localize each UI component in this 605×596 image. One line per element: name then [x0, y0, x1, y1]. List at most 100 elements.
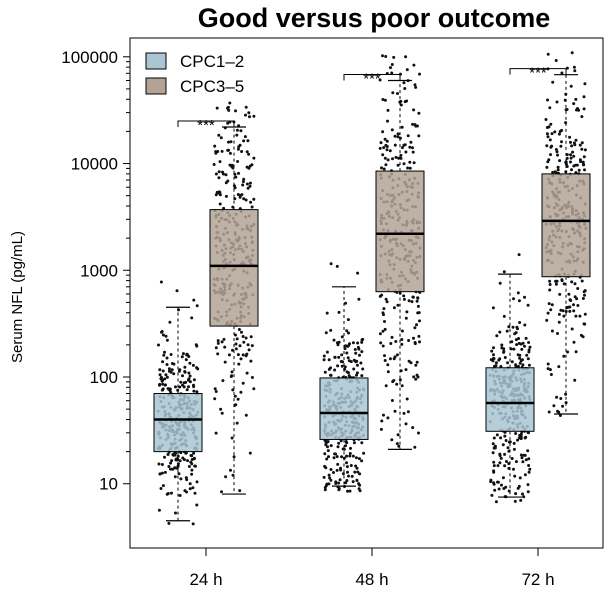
- data-point: [357, 297, 361, 301]
- data-point: [360, 441, 364, 445]
- data-point: [242, 139, 246, 143]
- data-point: [234, 333, 237, 337]
- data-point: [390, 71, 394, 75]
- data-point: [491, 306, 495, 310]
- data-point: [385, 139, 389, 143]
- data-point: [234, 347, 238, 351]
- data-point: [572, 303, 575, 307]
- data-point: [221, 379, 225, 383]
- data-point: [564, 401, 568, 405]
- data-point: [166, 387, 170, 391]
- data-point: [521, 341, 525, 345]
- data-point: [389, 342, 393, 345]
- data-point: [229, 468, 232, 472]
- data-point: [418, 72, 421, 76]
- data-point: [415, 373, 419, 377]
- data-point: [384, 297, 388, 301]
- plot-area-frame: [129, 37, 604, 549]
- data-point: [193, 491, 197, 495]
- data-point: [239, 129, 243, 133]
- data-point: [378, 332, 382, 336]
- data-point: [322, 475, 326, 479]
- data-point: [546, 52, 550, 56]
- data-point: [527, 457, 531, 461]
- data-point: [415, 360, 419, 364]
- data-point: [559, 308, 563, 312]
- data-point: [506, 361, 510, 365]
- data-point: [404, 150, 408, 154]
- data-point: [415, 323, 418, 327]
- data-point: [492, 346, 495, 350]
- data-point: [555, 150, 559, 154]
- data-point: [355, 363, 359, 367]
- data-point: [245, 182, 249, 186]
- data-point: [352, 367, 356, 371]
- data-point: [157, 462, 161, 466]
- data-point: [226, 121, 230, 125]
- data-point: [384, 55, 388, 58]
- data-point: [361, 367, 365, 371]
- significance-label: ***: [363, 70, 381, 87]
- data-point: [359, 361, 363, 365]
- data-point: [514, 365, 518, 368]
- y-tick-label: 1000: [80, 261, 118, 280]
- data-point: [573, 282, 577, 286]
- data-point: [413, 341, 417, 344]
- data-point: [157, 343, 160, 347]
- data-point: [583, 148, 587, 152]
- data-point: [396, 132, 400, 136]
- data-point: [195, 503, 199, 507]
- data-point: [164, 373, 168, 377]
- data-point: [505, 460, 508, 463]
- data-point: [231, 348, 234, 352]
- data-point: [346, 318, 350, 322]
- data-point: [333, 452, 337, 456]
- data-point: [335, 264, 339, 268]
- data-point: [250, 205, 254, 209]
- data-point: [396, 163, 400, 167]
- data-point: [569, 84, 573, 88]
- data-point: [410, 300, 414, 304]
- data-point: [404, 316, 408, 320]
- x-tick-label: 72 h: [521, 570, 554, 589]
- data-point: [345, 465, 349, 469]
- data-point: [337, 481, 341, 485]
- data-point: [517, 484, 521, 488]
- data-point: [519, 359, 523, 363]
- box: [153, 393, 203, 453]
- data-point: [385, 300, 389, 304]
- data-point: [414, 363, 418, 367]
- legend: CPC1–2 CPC3–5: [145, 52, 244, 96]
- data-point: [192, 385, 196, 389]
- data-point: [360, 459, 364, 463]
- data-point: [214, 431, 218, 435]
- data-point: [404, 55, 408, 59]
- data-point: [558, 159, 562, 163]
- data-point: [167, 465, 171, 468]
- data-point: [383, 327, 387, 331]
- data-point: [581, 160, 585, 164]
- data-point: [490, 493, 494, 497]
- data-point: [345, 441, 349, 445]
- data-point: [411, 295, 415, 299]
- data-point: [548, 288, 552, 292]
- data-point: [187, 385, 190, 389]
- data-point: [348, 452, 352, 455]
- data-point: [518, 361, 522, 365]
- data-point: [344, 344, 348, 348]
- box: [485, 367, 535, 432]
- data-point: [412, 375, 416, 379]
- data-point: [340, 335, 344, 339]
- data-point: [245, 165, 249, 169]
- data-point: [172, 372, 176, 376]
- x-axis: 24 h 48 h 72 h: [189, 548, 555, 589]
- data-point: [346, 356, 350, 360]
- data-point: [347, 331, 350, 335]
- data-point: [400, 125, 404, 129]
- data-point: [548, 368, 552, 372]
- box: [375, 170, 425, 293]
- data-point: [547, 302, 551, 306]
- data-point: [169, 461, 173, 465]
- data-point: [558, 414, 562, 417]
- y-tick-label: 10000: [71, 155, 118, 174]
